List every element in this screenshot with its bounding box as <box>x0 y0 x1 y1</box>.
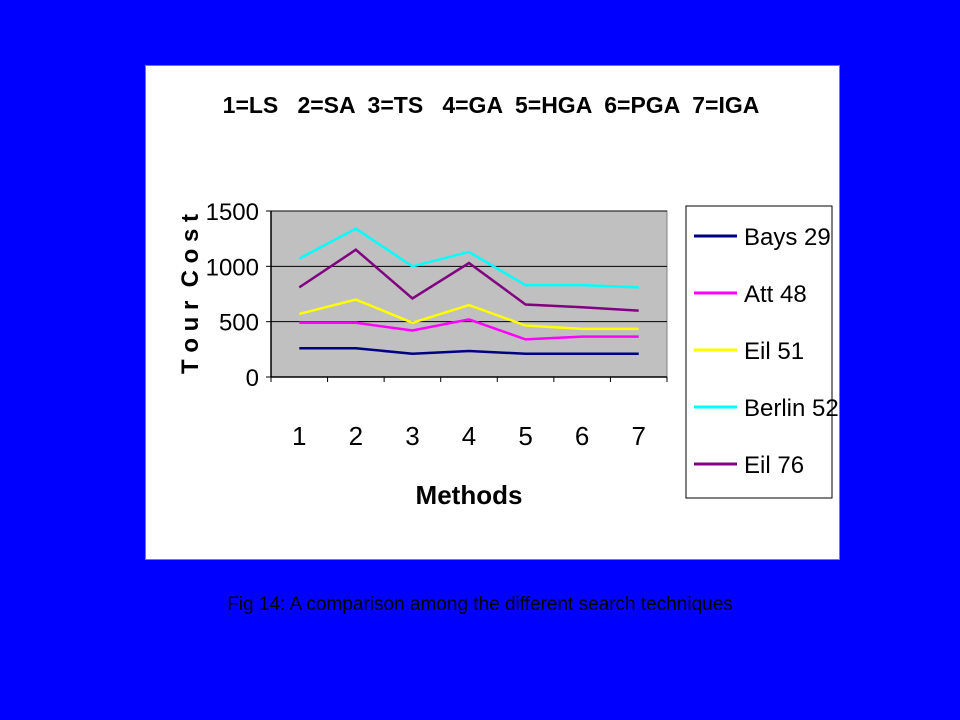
x-tick-label: 3 <box>405 421 419 451</box>
legend-box <box>685 205 833 499</box>
legend: Bays 29 Att 48 Eil 51 Berlin 52 Eil 76 <box>694 224 839 479</box>
x-tick-label: 6 <box>575 421 589 451</box>
legend-label: Bays 29 <box>744 224 831 251</box>
legend-label: Eil 76 <box>744 452 804 479</box>
y-tick-label: 1500 <box>206 199 259 226</box>
y-tick-label: 1000 <box>206 254 259 281</box>
series-line-bays-29 <box>299 346 639 356</box>
series-line-eil-76 <box>298 248 639 312</box>
legend-label: Att 48 <box>744 281 807 308</box>
x-tick-label: 7 <box>631 421 645 451</box>
legend-item: Att 48 <box>694 281 807 308</box>
legend-label: Eil 51 <box>744 338 804 365</box>
y-axis-label: T o u r C o s t <box>177 214 204 374</box>
y-tick-label: 500 <box>219 310 259 337</box>
legend-item: Eil 76 <box>694 452 804 479</box>
x-tick-label: 1 <box>292 421 306 451</box>
y-axis-tick-labels: 0 500 1000 1500 <box>206 199 259 392</box>
x-tick-label: 2 <box>349 421 363 451</box>
series-lines <box>298 227 639 356</box>
legend-label: Berlin 52 <box>744 395 839 422</box>
x-tick-label: 5 <box>518 421 532 451</box>
series-line-eil-51 <box>298 298 639 331</box>
figure-caption: Fig 14: A comparison among the different… <box>227 594 733 615</box>
x-tick-label: 4 <box>462 421 476 451</box>
x-axis-label: Methods <box>416 480 523 510</box>
line-chart: 1=LS 2=SA 3=TS 4=GA 5=HGA 6=PGA 7=IGA 0 5… <box>177 92 839 510</box>
series-line-att-48 <box>299 318 639 341</box>
x-axis-tick-labels: 1 2 3 4 5 6 7 <box>292 421 646 451</box>
series-line-berlin-52 <box>298 227 639 289</box>
chart-panel: 1=LS 2=SA 3=TS 4=GA 5=HGA 6=PGA 7=IGA 0 5… <box>145 65 840 560</box>
legend-item: Berlin 52 <box>694 395 839 422</box>
legend-item: Eil 51 <box>694 338 804 365</box>
legend-item: Bays 29 <box>694 224 831 251</box>
chart-title: 1=LS 2=SA 3=TS 4=GA 5=HGA 6=PGA 7=IGA <box>223 92 760 118</box>
y-tick-label: 0 <box>246 365 259 392</box>
